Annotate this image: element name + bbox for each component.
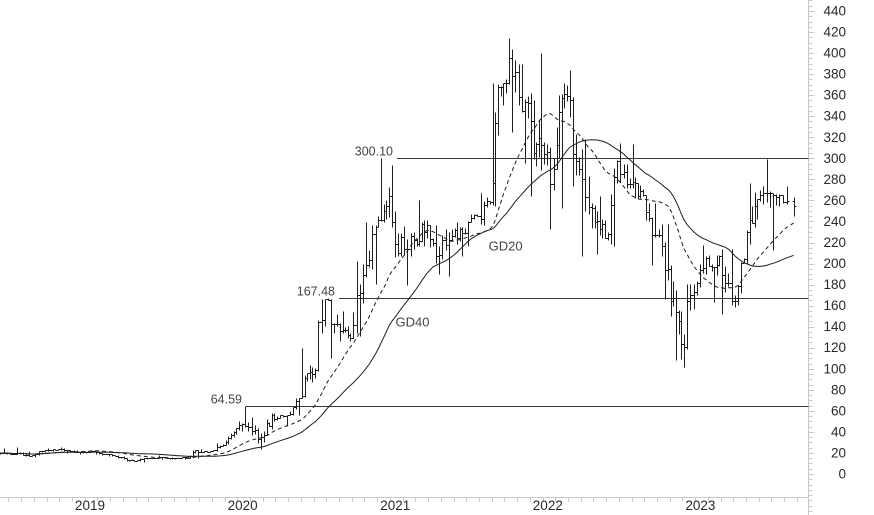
price-levels: 300.10 167.48 64.59 (211, 145, 809, 407)
y-axis-label: 180 (823, 277, 846, 292)
x-axis-year-label: 2021 (380, 498, 410, 513)
y-axis-label: 400 (823, 46, 846, 61)
y-axis-label: 240 (823, 214, 846, 229)
level-label: 64.59 (211, 393, 242, 407)
gd40-line (0, 139, 794, 457)
y-axis-label: 340 (823, 109, 846, 124)
level-label: 167.48 (297, 285, 335, 299)
y-axis-label: 40 (831, 424, 846, 439)
y-axis-label: 100 (823, 361, 846, 376)
y-axis-label: 280 (823, 172, 846, 187)
ma-label-gd40: GD40 (396, 314, 430, 329)
y-axis-label: 120 (823, 340, 846, 355)
y-axis-label: 320 (823, 130, 846, 145)
y-axis-label: 200 (823, 256, 846, 271)
x-axis-year-label: 2019 (75, 498, 105, 513)
x-axis-year-label: 2022 (533, 498, 563, 513)
y-axis-label: 60 (831, 403, 846, 418)
y-axis-label: 420 (823, 25, 846, 40)
y-axis-label: 0 (838, 467, 846, 482)
level-label: 300.10 (355, 145, 393, 159)
y-axis-label: 80 (831, 382, 846, 397)
y-axis-label: 360 (823, 88, 846, 103)
y-axis-label: 440 (823, 4, 846, 19)
y-axis-label: 140 (823, 319, 846, 334)
y-axis-label: 300 (823, 151, 846, 166)
ohlc-bars (0, 38, 797, 463)
y-axis-label: 380 (823, 67, 846, 82)
y-axis-label: 260 (823, 193, 846, 208)
ma-label-gd20: GD20 (489, 239, 523, 254)
x-axis-labels: 2019 2020 2021 2022 2023 (75, 498, 715, 513)
gd20-line (0, 113, 794, 459)
y-axis-label: 20 (831, 445, 846, 460)
x-axis-year-label: 2023 (685, 498, 715, 513)
y-axis-label: 220 (823, 235, 846, 250)
axes (0, 0, 815, 515)
y-axis-label: 160 (823, 298, 846, 313)
x-axis-year-label: 2020 (228, 498, 258, 513)
y-axis-labels: 4404204003803603403203002802602402202001… (823, 4, 846, 482)
